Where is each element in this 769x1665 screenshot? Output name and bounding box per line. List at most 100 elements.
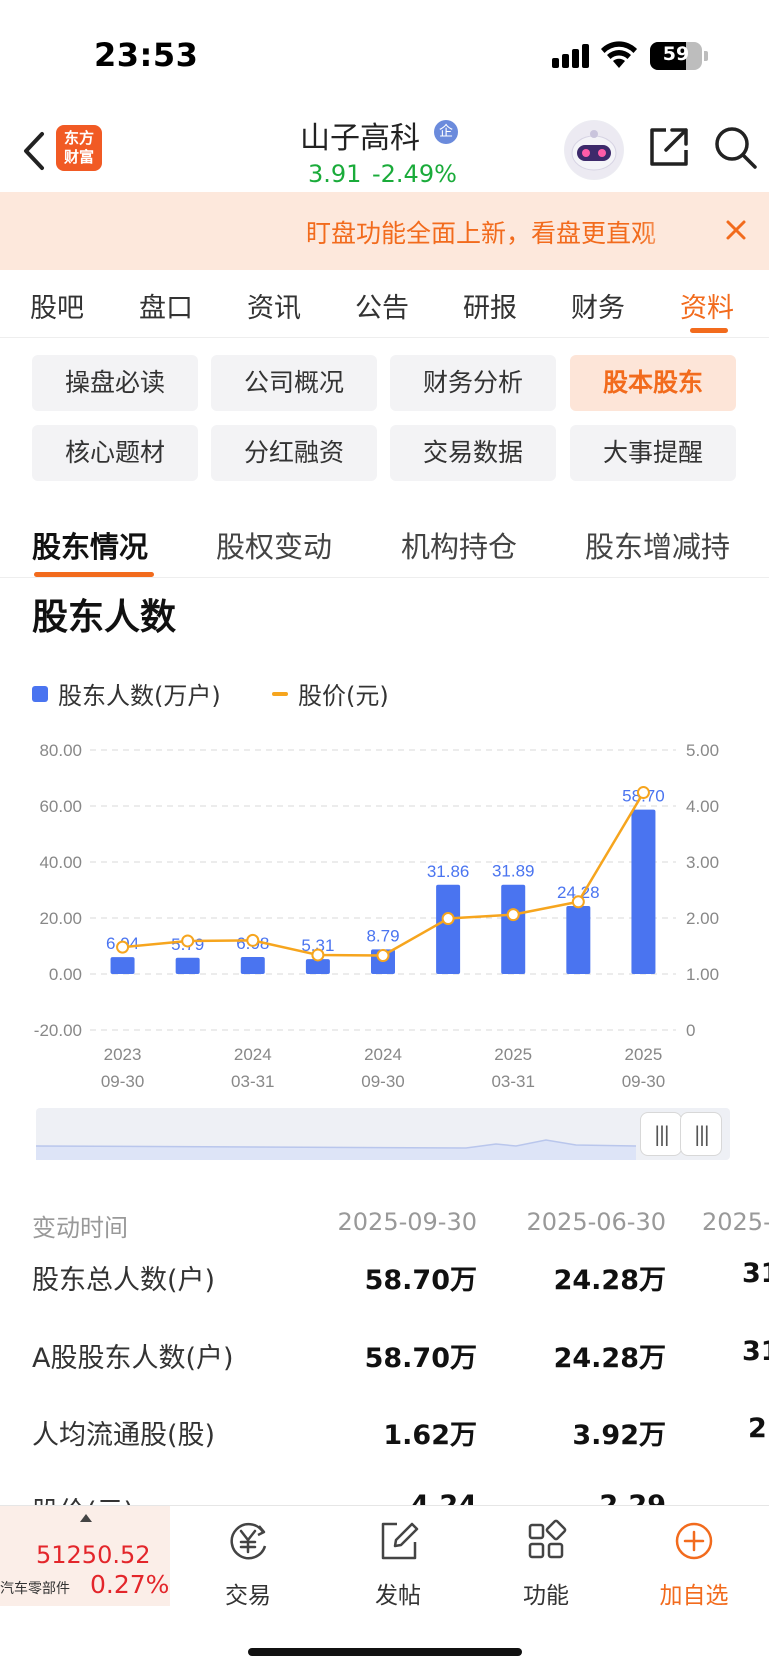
row-value: 58.70万 xyxy=(364,1343,477,1374)
chip-trading-data[interactable]: 交易数据 xyxy=(390,425,556,481)
search-icon[interactable] xyxy=(712,124,760,170)
subtab-shareholders[interactable]: 股东情况 xyxy=(32,530,149,564)
table-header-date: 2025- xyxy=(702,1208,769,1236)
row-value: 31 xyxy=(742,1258,769,1289)
y-right-tick-label: 4.00 xyxy=(686,797,719,816)
features-button[interactable]: 功能 xyxy=(496,1518,596,1610)
table-row: A股股东人数(户) 58.70万 24.28万 31 xyxy=(0,1330,769,1390)
row-value: 1.62万 xyxy=(383,1420,477,1451)
chart-range-slider[interactable]: ||| ||| xyxy=(36,1108,730,1160)
tab-research[interactable]: 研报 xyxy=(463,293,517,324)
x-tick-year: 2024 xyxy=(364,1045,402,1064)
stock-header: 东方 财富 山子高科 企 3.91 -2.49% xyxy=(0,110,769,192)
section-title: 股东人数 xyxy=(32,597,177,638)
logo-line-2: 财富 xyxy=(63,148,94,166)
y-right-tick-label: 1.00 xyxy=(686,965,719,984)
legend-line-swatch xyxy=(272,692,288,696)
price-point xyxy=(181,934,195,948)
index-name: 汽车零部件 xyxy=(0,1581,70,1597)
x-tick-year: 2024 xyxy=(234,1045,272,1064)
price-point xyxy=(636,786,650,800)
y-left-tick-label: -20.00 xyxy=(34,1021,82,1040)
row-value: 2 xyxy=(748,1413,767,1444)
chip-dividend-financing[interactable]: 分红融资 xyxy=(211,425,377,481)
bar-data-label: 5.31 xyxy=(301,936,334,955)
legend-bar-label[interactable]: 股东人数(万户) xyxy=(58,682,221,710)
add-watchlist-button[interactable]: 加自选 xyxy=(644,1518,744,1610)
tab-guba[interactable]: 股吧 xyxy=(30,293,84,324)
post-button[interactable]: 发帖 xyxy=(348,1518,448,1610)
row-label: 人均流通股(股) xyxy=(32,1420,216,1451)
legend-line-label[interactable]: 股价(元) xyxy=(298,682,389,710)
y-right-tick-label: 2.00 xyxy=(686,909,719,928)
status-bar: 23:53 59 xyxy=(0,0,769,110)
shareholder-sub-tabs: 股东情况 股权变动 机构持仓 股东增减持 xyxy=(0,512,769,578)
active-tab-indicator xyxy=(690,328,728,333)
x-tick-date: 09-30 xyxy=(622,1072,665,1091)
price-point xyxy=(441,912,455,926)
row-value: 58.70万 xyxy=(364,1265,477,1296)
table-row: 人均流通股(股) 1.62万 3.92万 2 xyxy=(0,1407,769,1467)
slider-handle-left[interactable]: ||| xyxy=(640,1112,682,1156)
chip-financial-analysis[interactable]: 财务分析 xyxy=(390,355,556,411)
row-label: A股股东人数(户) xyxy=(32,1343,234,1374)
chart-bar xyxy=(631,809,656,974)
subtab-holder-changes[interactable]: 股东增减持 xyxy=(585,530,731,564)
chart-bar xyxy=(566,906,591,974)
y-right-tick-label: 3.00 xyxy=(686,853,719,872)
chart-bar xyxy=(436,884,461,974)
battery-tip xyxy=(704,51,708,61)
share-icon[interactable] xyxy=(646,124,692,170)
edit-icon xyxy=(381,1522,419,1560)
chart-bar xyxy=(501,884,526,974)
post-label: 发帖 xyxy=(375,1583,421,1609)
y-left-tick-label: 80.00 xyxy=(39,741,82,760)
active-subtab-indicator xyxy=(34,572,154,577)
chip-company-overview[interactable]: 公司概况 xyxy=(211,355,377,411)
y-left-tick-label: 60.00 xyxy=(39,797,82,816)
tab-news[interactable]: 资讯 xyxy=(247,293,301,324)
promo-banner[interactable]: 盯盘功能全面上新，看盘更直观 xyxy=(0,192,769,270)
tab-pankou[interactable]: 盘口 xyxy=(139,293,193,324)
subtab-institution-holdings[interactable]: 机构持仓 xyxy=(401,530,518,564)
chip-share-capital[interactable]: 股本股东 xyxy=(570,355,736,411)
tab-announcements[interactable]: 公告 xyxy=(355,293,409,324)
index-expand-icon xyxy=(80,1514,92,1522)
grid-icon xyxy=(528,1519,567,1559)
y-left-tick-label: 0.00 xyxy=(49,965,82,984)
plus-circle-icon xyxy=(675,1522,713,1560)
y-right-tick-label: 0 xyxy=(686,1021,695,1040)
x-tick-year: 2025 xyxy=(625,1045,663,1064)
chip-core-themes[interactable]: 核心题材 xyxy=(32,425,198,481)
chart-bar xyxy=(305,959,330,974)
close-icon[interactable] xyxy=(716,210,756,250)
subtab-equity-change[interactable]: 股权变动 xyxy=(216,530,333,564)
price-point xyxy=(506,908,520,922)
price-point xyxy=(116,940,130,954)
back-button[interactable] xyxy=(14,126,54,176)
stock-change: -2.49% xyxy=(372,160,457,188)
shareholder-count-chart[interactable]: 80.00 5.00 60.00 4.00 40.00 3.00 20.00 2.00 0.00… xyxy=(0,730,769,1100)
row-value: 24.28万 xyxy=(553,1265,666,1296)
price-point xyxy=(376,949,390,963)
index-value: 51250.52 xyxy=(36,1541,151,1569)
row-value: 24.28万 xyxy=(553,1343,666,1374)
x-tick-date: 03-31 xyxy=(491,1072,534,1091)
promo-fade xyxy=(640,206,690,256)
trade-button[interactable]: 交易 xyxy=(198,1518,298,1610)
table-header-label: 变动时间 xyxy=(32,1214,128,1242)
chip-event-reminders[interactable]: 大事提醒 xyxy=(570,425,736,481)
bar-data-label: 31.86 xyxy=(427,862,470,881)
home-indicator xyxy=(248,1648,522,1656)
wifi-icon xyxy=(601,41,637,68)
chip-trading-guide[interactable]: 操盘必读 xyxy=(32,355,198,411)
index-change: 0.27% xyxy=(90,1570,170,1599)
tab-profile[interactable]: 资料 xyxy=(680,293,734,324)
chart-bar xyxy=(175,957,200,974)
slider-handle-right[interactable]: ||| xyxy=(680,1112,722,1156)
tab-finance[interactable]: 财务 xyxy=(571,293,625,324)
ai-assistant-avatar-icon[interactable] xyxy=(564,120,624,180)
sector-index-widget[interactable]: 51250.52 汽车零部件 0.27% xyxy=(0,1506,170,1606)
app-logo[interactable]: 东方 财富 xyxy=(56,125,102,171)
bar-data-label: 31.89 xyxy=(492,862,535,881)
